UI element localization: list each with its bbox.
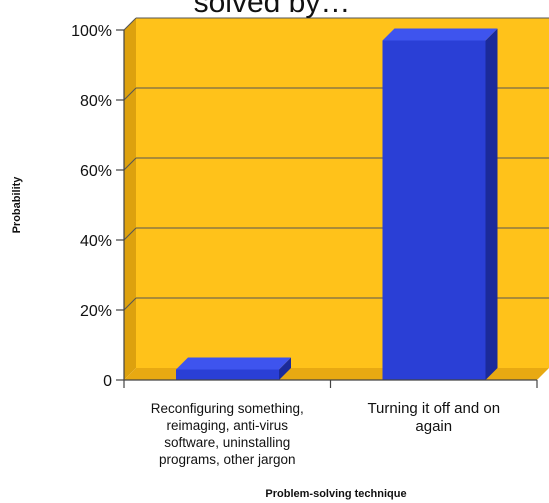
y-tick-label: 80% — [80, 93, 112, 110]
y-tick-label: 0 — [103, 373, 112, 390]
x-tick-label: Reconfiguring something, reimaging, anti-… — [151, 401, 304, 467]
y-tick-label: 20% — [80, 303, 112, 320]
axes — [116, 29, 538, 388]
gridline-side — [123, 157, 137, 171]
y-tick-label: 100% — [71, 23, 112, 40]
bars — [176, 28, 498, 380]
x-tick-label: Turning it off and on again — [367, 400, 500, 435]
y-axis-title: Probability — [11, 176, 23, 234]
gridline-side — [123, 227, 137, 241]
gridline-side — [123, 87, 137, 101]
gridline-side — [123, 297, 137, 311]
labels: 0 20% 40% 60% 80% 100% Reconfiguring something… — [71, 23, 500, 467]
y-tick-label: 60% — [80, 163, 112, 180]
chart-title: solved by… — [194, 0, 351, 19]
bar-side — [279, 357, 291, 380]
y-tick-label: 40% — [80, 233, 112, 250]
gridline-side — [123, 17, 137, 31]
plot-side-wall — [124, 18, 136, 380]
bar-top — [382, 28, 498, 41]
bar-top — [176, 357, 291, 370]
bar-side — [485, 28, 498, 380]
x-axis-title: Problem-solving technique — [265, 488, 406, 500]
bar — [176, 369, 279, 380]
bar — [382, 40, 486, 380]
